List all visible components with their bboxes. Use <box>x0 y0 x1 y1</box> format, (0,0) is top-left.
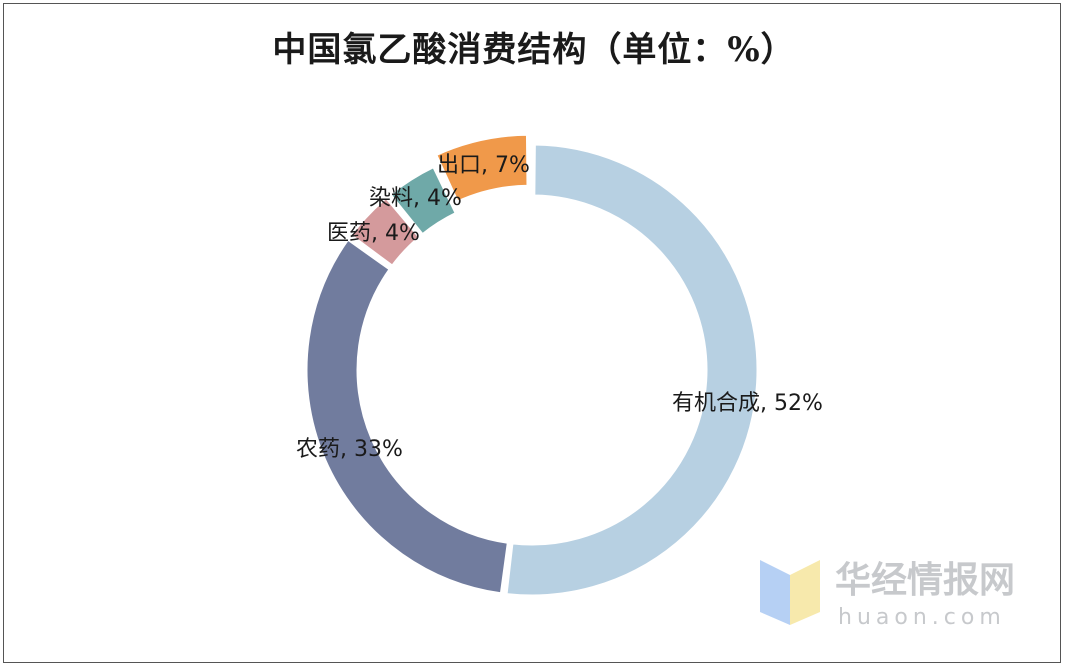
slice-label-2: 医药, 4% <box>327 221 420 246</box>
watermark-logo-icon <box>760 560 820 625</box>
donut-slices <box>304 132 760 598</box>
slice-label-0: 有机合成, 52% <box>672 391 823 416</box>
donut-slice-3 <box>387 164 459 237</box>
donut-slice-0 <box>504 142 760 598</box>
donut-slice-2 <box>348 195 422 269</box>
slice-label-3: 染料, 4% <box>369 186 462 211</box>
watermark-name: 华经情报网 <box>835 560 1015 601</box>
watermark-domain: huaon.com <box>838 605 1006 630</box>
donut-slice-1 <box>304 236 511 596</box>
chart-title: 中国氯乙酸消费结构（单位：%） <box>272 30 796 70</box>
slice-label-4: 出口, 7% <box>437 153 530 178</box>
slice-labels: 有机合成, 52% 农药, 33% 医药, 4% 染料, 4% 出口, 7% <box>296 153 823 462</box>
slice-label-1: 农药, 33% <box>296 437 403 462</box>
watermark: 华经情报网 huaon.com <box>760 560 1015 630</box>
donut-slice-4 <box>433 132 530 205</box>
